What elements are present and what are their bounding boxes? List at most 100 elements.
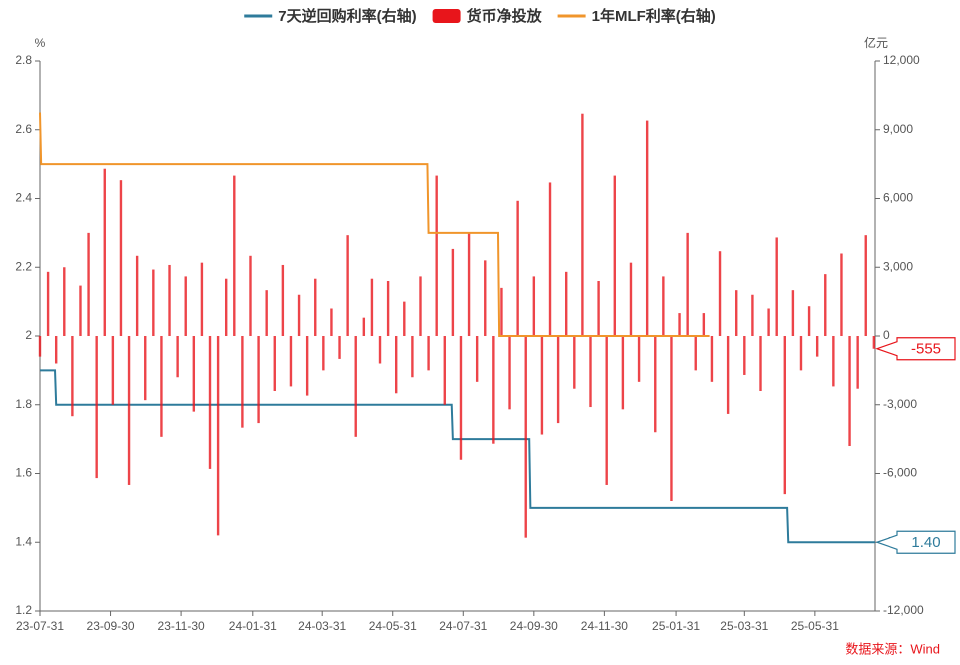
y-tick-label: 2.4 [15, 191, 32, 205]
bar [508, 336, 511, 410]
bar [856, 336, 859, 389]
bar [265, 290, 268, 336]
bar [645, 120, 649, 336]
y-tick-label: 2 [25, 328, 32, 342]
bar [694, 336, 697, 371]
bar [783, 336, 786, 495]
bar [395, 336, 398, 394]
bar [484, 260, 487, 336]
bar [192, 336, 196, 412]
bar [330, 308, 333, 336]
bar [702, 313, 706, 336]
bar [815, 336, 819, 357]
bar [419, 276, 422, 336]
bar [38, 336, 42, 357]
bar [322, 336, 325, 371]
bar [168, 264, 171, 336]
bar [63, 267, 66, 336]
bar [565, 271, 568, 336]
bar [872, 336, 876, 349]
bar [144, 336, 147, 401]
y-tick-label: 1.2 [15, 603, 32, 617]
bar [581, 113, 584, 336]
bar [95, 336, 98, 479]
bar [751, 294, 754, 336]
bar [597, 281, 600, 336]
x-tick-label: 25-01-31 [652, 619, 700, 633]
bar [759, 336, 762, 391]
legend-swatch [432, 9, 461, 23]
x-tick-label: 25-05-31 [791, 619, 839, 633]
bar [176, 336, 179, 378]
x-tick-label: 24-03-31 [298, 619, 346, 633]
x-tick-label: 24-01-31 [229, 619, 277, 633]
bar [824, 274, 827, 336]
bar [548, 182, 552, 336]
bar [111, 336, 115, 405]
y-tick-label: 2.6 [15, 122, 32, 136]
legend-item: 7天逆回购利率(右轴) [244, 7, 417, 25]
bar [208, 336, 212, 469]
bar [718, 251, 722, 336]
end-label: -555 [875, 337, 956, 361]
x-tick-label: 24-07-31 [439, 619, 487, 633]
bar [613, 175, 616, 336]
bar [297, 294, 301, 336]
bar [411, 336, 414, 378]
line [39, 112, 710, 337]
bar [79, 285, 82, 336]
x-tick-label: 25-03-31 [720, 619, 768, 633]
bar [807, 306, 811, 336]
bar [467, 232, 471, 336]
bar [524, 336, 527, 538]
bar [678, 313, 681, 336]
bar [492, 336, 495, 444]
end-label-box [875, 530, 956, 554]
bar [573, 336, 576, 389]
legend-label: 7天逆回购利率(右轴) [278, 7, 416, 25]
bar [103, 168, 106, 336]
legend-item: 1年MLF利率(右轴) [557, 7, 716, 25]
right-unit: 亿元 [864, 35, 888, 50]
y2-tick-label: -12,000 [883, 603, 924, 617]
bar [273, 336, 276, 391]
bar [46, 271, 50, 336]
bar [435, 175, 438, 336]
bar [386, 281, 390, 336]
x-tick-label: 24-09-30 [510, 619, 558, 633]
bar [451, 248, 455, 336]
bar [775, 237, 778, 336]
bar [475, 336, 479, 382]
bar [127, 336, 131, 485]
y2-tick-label: 3,000 [883, 259, 913, 273]
bar [629, 262, 633, 336]
y-tick-label: 1.4 [15, 534, 32, 548]
bar [257, 336, 260, 424]
bar [864, 235, 867, 336]
bar [726, 336, 730, 414]
y2-tick-label: -6,000 [883, 466, 917, 480]
y2-tick-label: -3,000 [883, 397, 917, 411]
bar [540, 336, 544, 435]
bar [135, 255, 139, 336]
bar [346, 235, 349, 336]
bar [378, 336, 382, 364]
bar [670, 336, 673, 501]
bar [832, 336, 835, 387]
bar [281, 264, 285, 336]
bar [686, 232, 689, 336]
bar [556, 336, 560, 424]
bar [249, 255, 252, 336]
y-tick-label: 2.2 [15, 259, 32, 273]
end-label: 1.40 [875, 530, 956, 554]
x-tick-label: 24-05-31 [369, 619, 417, 633]
bar [516, 200, 519, 336]
bar [233, 175, 236, 336]
bar [799, 336, 803, 371]
bar [224, 278, 228, 336]
y-tick-label: 2.8 [15, 53, 32, 67]
bar [54, 336, 58, 364]
bar [354, 336, 357, 437]
left-unit: % [35, 36, 46, 50]
